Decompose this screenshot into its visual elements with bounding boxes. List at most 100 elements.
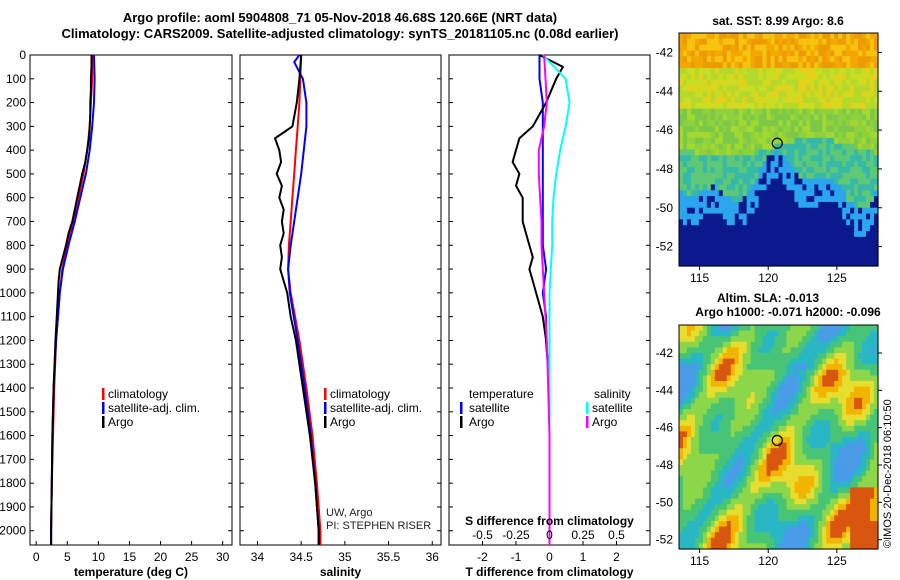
heatmap-cell [802,504,807,511]
x-tick-label: 36 [426,550,440,564]
heatmap-cell [742,336,748,343]
map-x-tick-label: 120 [758,271,778,285]
heatmap-cell [690,102,696,110]
heatmap-cell [846,509,851,516]
heatmap-cell [874,132,879,139]
heatmap-cell [742,102,748,110]
heatmap-cell [874,437,879,444]
heatmap-cell [679,120,684,127]
heatmap-cell [870,487,875,494]
heatmap-cell [718,62,724,69]
heatmap-cell [766,448,772,455]
heatmap-cell [842,330,847,337]
heatmap-cell [750,97,756,104]
heatmap-cell [682,108,688,116]
heatmap-cell [706,184,712,191]
legend-label: Argo [108,415,134,429]
heatmap-cell [802,347,807,354]
heatmap-cell [866,448,871,455]
heatmap-cell [758,236,764,244]
heatmap-cell [679,448,684,455]
heatmap-cell [682,420,688,427]
heatmap-cell [710,453,716,460]
heatmap-cell [734,67,740,75]
heatmap-cell [702,397,708,404]
heatmap-cell [798,442,803,449]
legend-label: satellite [469,401,510,415]
heatmap-cell [786,504,792,511]
heatmap-cell [854,420,859,427]
heatmap-cell [818,44,823,52]
heatmap-cell [874,375,879,382]
heatmap-cell [690,442,696,449]
heatmap-cell [758,397,764,404]
map-y-tick-label: -42 [656,346,674,360]
heatmap-cell [790,336,796,343]
heatmap-cell [774,336,780,343]
heatmap-cell [714,403,720,410]
heatmap-cell [798,347,803,354]
heatmap-cell [786,364,792,371]
heatmap-cell [702,420,708,427]
heatmap-cell [770,120,776,127]
heatmap-cell [778,526,784,533]
map-y-tick-label: -46 [656,421,674,435]
heatmap-cell [702,161,708,168]
heatmap-cell [714,470,720,477]
heatmap-cell [730,201,736,209]
heatmap-cell [802,33,807,40]
heatmap-cell [682,44,688,52]
heatmap-cell [778,178,784,186]
heatmap-cell [722,248,728,255]
heatmap-cell [726,201,732,209]
heatmap-cell [710,126,716,133]
heatmap-cell [822,85,827,92]
x-tick-label: 10 [92,550,106,564]
heatmap-cell [826,437,831,444]
heatmap-cell [714,437,720,444]
heatmap-cell [754,62,760,69]
heatmap-cell [842,375,847,382]
heatmap-cell [826,132,831,139]
heatmap-cell [830,341,835,348]
heatmap-cell [786,126,792,133]
heatmap-cell [810,392,815,399]
heatmap-cell [738,476,744,483]
heatmap-cell [698,442,704,449]
heatmap-cell [698,481,704,488]
heatmap-cell [686,248,692,255]
heatmap-cell [762,67,768,75]
heatmap-cell [770,353,776,360]
heatmap-cell [798,532,803,539]
heatmap-cell [778,67,784,75]
heatmap-cell [814,386,819,393]
heatmap-cell [870,386,875,393]
heatmap-cell [870,437,875,444]
heatmap-cell [786,353,792,360]
heatmap-cell [870,178,875,186]
heatmap-cell [774,126,780,133]
heatmap-cell [742,403,748,410]
heatmap-cell [726,225,732,232]
heatmap-cell [694,358,700,365]
heatmap-cell [802,91,807,98]
heatmap-cell [679,155,684,162]
heatmap-cell [738,532,744,539]
heatmap-cell [770,213,776,220]
heatmap-cell [722,132,728,139]
heatmap-cell [706,381,712,388]
heatmap-cell [750,341,756,348]
heatmap-cell [734,364,740,371]
heatmap-cell [770,44,776,52]
heatmap-cell [826,330,831,337]
heatmap-cell [806,358,811,365]
depth-tick-label: 1000 [0,286,26,300]
heatmap-cell [874,481,879,488]
heatmap-cell [730,196,736,203]
heatmap-cell [754,50,760,57]
heatmap-cell [698,381,704,388]
heatmap-cell [686,364,692,371]
heatmap-cell [842,403,847,410]
heatmap-cell [834,254,839,261]
heatmap-cell [826,190,831,197]
